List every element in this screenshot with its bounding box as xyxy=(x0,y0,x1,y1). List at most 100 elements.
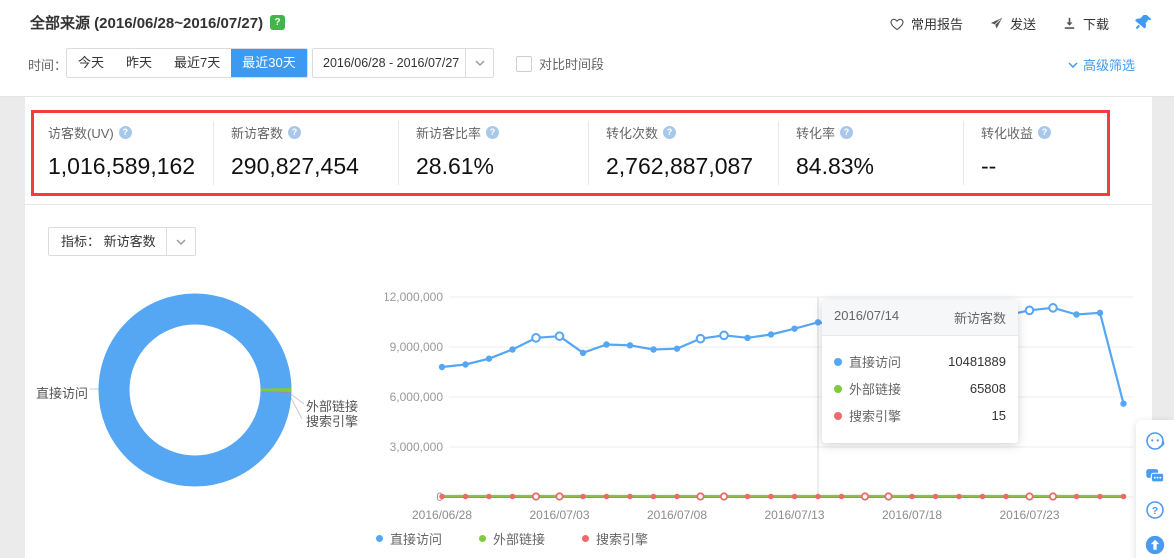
help-icon[interactable]: ? xyxy=(1038,126,1052,139)
search-engine-point[interactable] xyxy=(979,493,986,500)
legend-item-external[interactable]: 外部链接 xyxy=(479,529,545,548)
direct-visit-point[interactable] xyxy=(695,333,706,344)
search-engine-point[interactable] xyxy=(509,493,516,500)
tooltip-row: 搜索引擎 15 xyxy=(834,406,1006,425)
tooltip-series-name: 搜索引擎 xyxy=(849,409,902,424)
tooltip-row: 直接访问 10481889 xyxy=(834,352,1006,371)
feedback-chat-button[interactable] xyxy=(1143,464,1167,488)
direct-visit-point[interactable] xyxy=(438,363,446,371)
direct-visit-point[interactable] xyxy=(1120,400,1127,407)
search-engine-point[interactable] xyxy=(650,493,657,500)
search-engine-point[interactable] xyxy=(815,493,821,500)
direct-visit-line xyxy=(441,306,1125,404)
compare-period-checkbox[interactable]: 对比时间段 xyxy=(516,54,604,73)
direct-visit-point[interactable] xyxy=(603,341,610,348)
tab-last-7-days[interactable]: 最近7天 xyxy=(174,55,221,70)
direct-visit-point[interactable] xyxy=(509,346,516,353)
direct-visit-point[interactable] xyxy=(673,345,681,352)
tooltip-series-value: 10481889 xyxy=(948,354,1006,369)
search-engine-point[interactable] xyxy=(439,493,445,500)
search-engine-point[interactable] xyxy=(1048,492,1058,501)
back-to-top-button[interactable] xyxy=(1143,533,1167,557)
help-icon[interactable]: ? xyxy=(486,126,500,139)
help-icon[interactable]: ? xyxy=(118,126,132,139)
direct-visit-point[interactable] xyxy=(791,325,798,332)
tab-yesterday[interactable]: 昨天 xyxy=(126,55,153,70)
search-engine-point[interactable] xyxy=(768,493,774,500)
direct-visit-point[interactable] xyxy=(767,331,775,338)
search-engine-point[interactable] xyxy=(674,493,680,500)
pin-button[interactable] xyxy=(1135,15,1152,32)
tooltip-body: 直接访问 10481889 外部链接 65808 搜索引擎 15 xyxy=(822,336,1018,443)
legend-dot-icon xyxy=(582,535,590,542)
search-engine-point[interactable] xyxy=(627,493,633,500)
direct-visit-point[interactable] xyxy=(485,355,493,362)
download-button[interactable]: 下载 xyxy=(1062,14,1109,33)
search-engine-point[interactable] xyxy=(696,492,705,501)
title-help-icon[interactable]: ? xyxy=(270,15,286,30)
direct-visit-point[interactable] xyxy=(626,342,634,349)
search-engine-point[interactable] xyxy=(1120,493,1127,500)
send-button[interactable]: 发送 xyxy=(989,14,1036,33)
tab-today[interactable]: 今天 xyxy=(78,55,105,70)
search-engine-point[interactable] xyxy=(462,493,469,500)
direct-visit-point[interactable] xyxy=(554,331,565,341)
search-engine-point[interactable] xyxy=(860,492,870,501)
donut-chart[interactable] xyxy=(40,280,350,510)
direct-visit-point[interactable] xyxy=(814,319,822,326)
direct-visit-point[interactable] xyxy=(1024,305,1035,316)
divider xyxy=(588,121,589,185)
donut-arcs[interactable] xyxy=(98,293,292,487)
search-engine-point[interactable] xyxy=(1073,493,1080,500)
search-engine-point[interactable] xyxy=(956,493,962,500)
direct-visit-point[interactable] xyxy=(650,346,657,353)
direct-visit-point[interactable] xyxy=(579,349,587,357)
search-engine-point[interactable] xyxy=(791,493,798,500)
heart-icon xyxy=(890,18,904,30)
customer-service-button[interactable] xyxy=(1143,429,1167,453)
search-engine-point[interactable] xyxy=(1003,493,1009,500)
tooltip-series-value: 15 xyxy=(991,408,1006,423)
search-engine-point[interactable] xyxy=(580,493,586,500)
advanced-filter-button[interactable]: 高级筛选 xyxy=(1068,55,1135,74)
search-engine-point[interactable] xyxy=(555,492,564,501)
title-row: 全部来源 (2016/06/28~2016/07/27) ? xyxy=(30,12,286,33)
metric-conversion-revenue: 转化收益? -- xyxy=(981,123,1052,180)
send-icon xyxy=(990,17,1003,29)
svg-text:?: ? xyxy=(1152,505,1158,517)
help-button[interactable]: ? xyxy=(1143,498,1167,522)
feedback-chat-icon xyxy=(1146,468,1165,483)
tab-last-30-days[interactable]: 最近30天 xyxy=(231,49,307,77)
search-engine-point[interactable] xyxy=(1097,493,1103,500)
direct-visit-point[interactable] xyxy=(1073,311,1080,318)
help-icon[interactable]: ? xyxy=(663,126,677,139)
search-engine-point[interactable] xyxy=(884,492,893,501)
date-range-select[interactable]: 2016/06/28 - 2016/07/27 xyxy=(312,48,494,78)
search-engine-point[interactable] xyxy=(744,493,751,500)
direct-visit-point[interactable] xyxy=(1096,309,1104,317)
trend-line-chart[interactable]: 03,000,0006,000,0009,000,00012,000,00020… xyxy=(385,280,1152,530)
search-engine-point[interactable] xyxy=(932,493,939,500)
divider xyxy=(213,121,214,185)
search-engine-point[interactable] xyxy=(1025,492,1034,501)
search-engine-point[interactable] xyxy=(486,493,492,500)
direct-visit-point[interactable] xyxy=(531,333,541,343)
direct-visit-point[interactable] xyxy=(744,334,751,342)
y-tick-label: 12,000,000 xyxy=(385,290,443,304)
search-engine-point[interactable] xyxy=(603,493,610,500)
help-icon[interactable]: ? xyxy=(288,126,302,139)
search-engine-point[interactable] xyxy=(838,493,845,500)
search-engine-point[interactable] xyxy=(909,493,915,500)
search-engine-point[interactable] xyxy=(719,492,729,501)
legend-item-direct[interactable]: 直接访问 xyxy=(376,529,442,548)
chevron-down-icon xyxy=(1068,61,1078,68)
legend-item-search[interactable]: 搜索引擎 xyxy=(582,529,648,548)
direct-visit-point[interactable] xyxy=(462,361,469,368)
search-engine-point[interactable] xyxy=(531,492,541,501)
favorite-report-button[interactable]: 常用报告 xyxy=(889,14,963,33)
direct-visit-point[interactable] xyxy=(1048,303,1058,313)
help-icon[interactable]: ? xyxy=(840,126,854,139)
direct-visit-point[interactable] xyxy=(719,330,729,341)
metric-selector-dropdown[interactable]: 指标： 新访客数 xyxy=(48,227,196,256)
